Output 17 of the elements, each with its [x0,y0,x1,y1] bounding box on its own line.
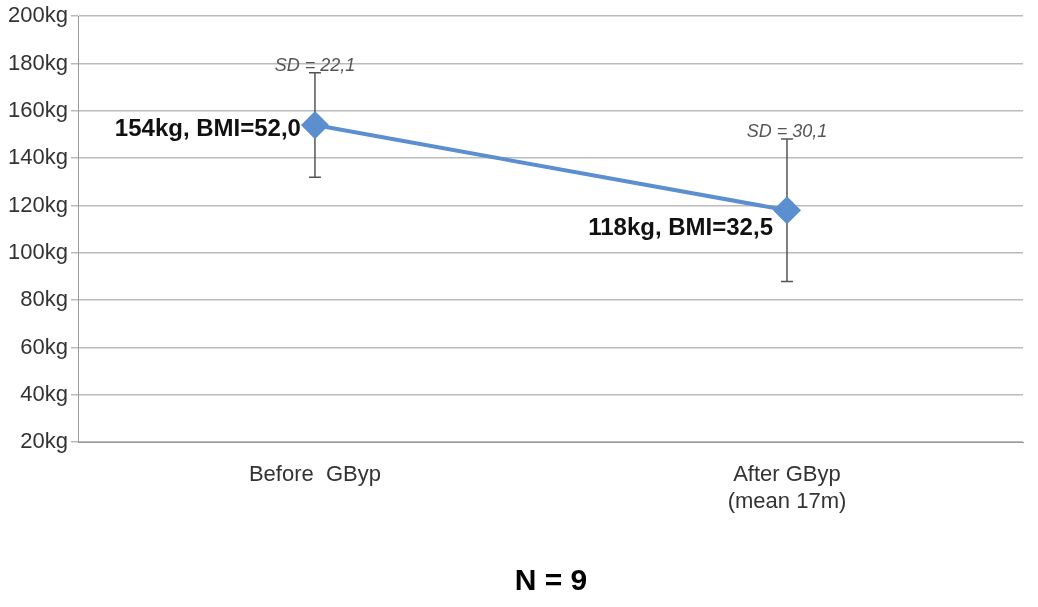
y-tick-label: 200kg [7,2,68,28]
y-tick-label: 100kg [7,238,68,264]
annotation: SD = 30,1 [746,121,828,142]
y-tick-label: 80kg [20,286,68,312]
y-tick-label: 180kg [7,49,68,75]
y-tick-label: 140kg [7,144,68,170]
annotation: SD = 22,1 [274,54,356,75]
text: N = 9 [514,563,588,596]
y-tick-label: 60kg [20,333,68,359]
data-label: 154kg, BMI=52,0 [114,113,301,141]
y-tick-label: 120kg [7,191,68,217]
x-tick-label: After GByp (mean 17m) [727,461,847,513]
y-tick-label: 160kg [7,96,68,122]
data-label: 118kg, BMI=32,5 [588,212,773,240]
y-tick-label: 20kg [20,428,68,454]
y-tick-label: 40kg [20,380,68,406]
x-tick-label: Before GByp [248,461,381,487]
